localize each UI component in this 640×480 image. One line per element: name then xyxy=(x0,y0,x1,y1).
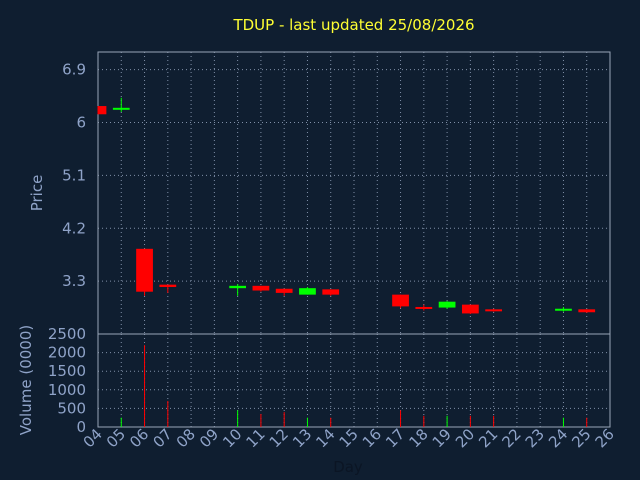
candle-20 xyxy=(461,304,479,315)
candle-body xyxy=(392,294,409,307)
candle-04 xyxy=(97,106,107,115)
price-panel: 3.3 4.2 5.1 6 6.9 xyxy=(62,51,611,335)
volume-axis-label: Volume (0000) xyxy=(17,325,35,435)
candle-06 xyxy=(136,248,153,296)
candle-24 xyxy=(555,306,572,312)
volume-tick-label: 2000 xyxy=(48,344,86,362)
candle-13 xyxy=(299,287,316,295)
volume-tick-label: 0 xyxy=(76,418,86,436)
candle-body xyxy=(415,306,433,309)
candle-11 xyxy=(252,285,270,292)
chart-title: TDUP - last updated 25/08/2026 xyxy=(232,16,474,34)
price-frame xyxy=(97,51,611,335)
volume-tick-label: 500 xyxy=(57,399,86,417)
candle-14 xyxy=(322,289,340,296)
candle-05 xyxy=(112,97,130,112)
price-tick-label: 6 xyxy=(76,114,86,132)
day-axis: 0405060708091011121314151617181920212223… xyxy=(80,425,618,451)
volume-tick-label: 1000 xyxy=(48,381,86,399)
candle-12 xyxy=(275,288,293,296)
candle-21 xyxy=(485,308,503,312)
day-tick-label: 26 xyxy=(592,425,618,451)
price-tick-label: 6.9 xyxy=(62,61,86,79)
candle-body xyxy=(112,107,130,110)
candle-body xyxy=(136,248,153,292)
candle-body xyxy=(461,304,479,314)
candle-10 xyxy=(229,284,247,296)
candle-body xyxy=(578,309,596,313)
candle-18 xyxy=(415,304,433,311)
volume-frame xyxy=(97,333,611,428)
volume-tick-label: 2500 xyxy=(48,325,86,343)
candle-body xyxy=(299,288,316,295)
candle-body xyxy=(98,106,107,115)
candle-body xyxy=(252,285,270,291)
candle-body xyxy=(322,289,340,295)
candle-body xyxy=(159,284,177,287)
candle-17 xyxy=(392,294,409,309)
price-axis-label: Price xyxy=(28,175,46,212)
candle-07 xyxy=(159,284,177,293)
price-tick-label: 3.3 xyxy=(62,272,86,290)
price-tick-label: 4.2 xyxy=(62,219,86,237)
candle-body xyxy=(275,288,293,293)
candle-body xyxy=(485,309,503,312)
candle-body xyxy=(438,301,456,308)
candle-body xyxy=(229,285,247,289)
price-tick-label: 5.1 xyxy=(62,166,86,184)
candle-body xyxy=(555,308,572,311)
volume-tick-label: 1500 xyxy=(48,362,86,380)
candle-19 xyxy=(438,301,456,309)
candle-25 xyxy=(578,309,596,313)
day-axis-label: Day xyxy=(333,458,363,476)
